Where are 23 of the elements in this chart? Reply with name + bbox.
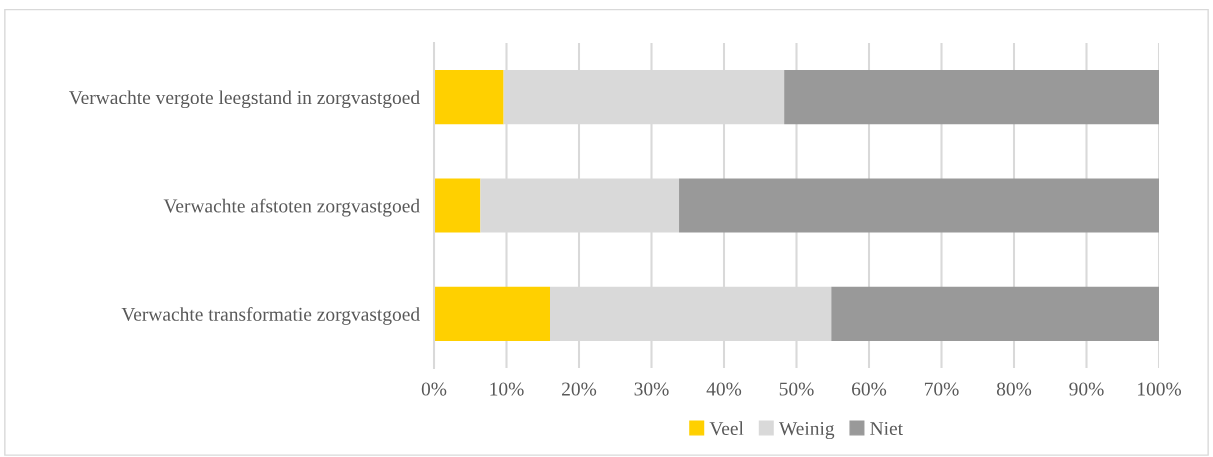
x-tick-label: 50% bbox=[779, 382, 814, 396]
bar bbox=[434, 286, 550, 341]
x-tick-label: 80% bbox=[996, 382, 1032, 396]
legend-label: Weinig bbox=[778, 421, 835, 440]
x-tick-label: 70% bbox=[924, 382, 959, 396]
legend-label: Niet bbox=[870, 421, 903, 436]
bar bbox=[679, 178, 1159, 233]
legend-label: Veel bbox=[709, 421, 744, 436]
bar bbox=[831, 286, 1159, 341]
x-tick-label: 0% bbox=[421, 382, 447, 396]
y-tick-label: Verwachte afstoten zorgvastgoed bbox=[163, 198, 420, 217]
x-tick-label: 90% bbox=[1069, 382, 1104, 396]
y-tick-label: Verwachte transformatie zorgvastgoed bbox=[121, 306, 420, 325]
bar bbox=[784, 70, 1159, 125]
x-tick-label: 60% bbox=[852, 382, 887, 396]
x-tick-label: 100% bbox=[1138, 382, 1182, 396]
x-tick-label: 30% bbox=[634, 382, 669, 396]
bar bbox=[434, 178, 481, 233]
x-tick-label: 40% bbox=[706, 382, 742, 396]
x-tick-label: 20% bbox=[562, 382, 597, 396]
bar bbox=[434, 70, 504, 125]
x-tick-label: 10% bbox=[490, 382, 524, 396]
y-tick-label: Verwachte vergote leegstand in zorgvastgoed bbox=[68, 90, 420, 109]
